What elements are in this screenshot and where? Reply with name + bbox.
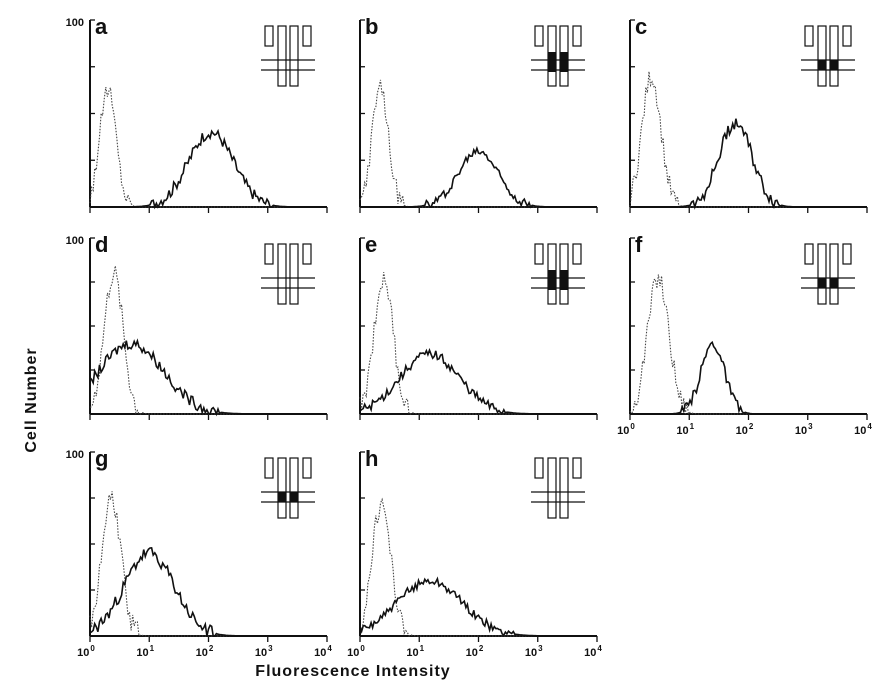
schematic-filled-domain <box>818 60 826 70</box>
x-tick-label: 102 <box>736 422 754 437</box>
schematic-segment <box>277 457 287 519</box>
x-tick-label: 103 <box>795 422 813 437</box>
schematic-filled-domain <box>548 52 556 72</box>
schematic-segment <box>289 25 299 87</box>
panel-e: e <box>359 232 598 420</box>
x-tick-label: 102 <box>466 644 484 659</box>
panel-b: b <box>359 14 598 213</box>
schematic-segment <box>572 243 582 265</box>
y-axis-title: Cell Number <box>23 347 40 452</box>
schematic-segment <box>829 243 839 305</box>
panel-letter-e: e <box>365 232 377 257</box>
receptor-schematic-icon <box>801 25 855 87</box>
x-tick-label: 103 <box>525 644 543 659</box>
panel-d: 100 d <box>66 232 328 420</box>
schematic-segment <box>804 243 814 265</box>
x-tick-label: 104 <box>584 644 602 659</box>
schematic-segment <box>829 25 839 87</box>
schematic-segment <box>817 25 827 87</box>
schematic-filled-domain <box>548 270 556 290</box>
receptor-schematic-icon <box>261 25 315 87</box>
schematic-segment <box>264 25 274 47</box>
panel-letter-c: c <box>635 14 647 39</box>
sample-histogram-line <box>359 576 597 637</box>
panel-g: 100 100 101 102 103 104 g <box>66 446 333 659</box>
sample-histogram-line <box>359 347 597 415</box>
schematic-segment <box>842 25 852 47</box>
x-tick-label: 101 <box>676 422 694 437</box>
schematic-segment <box>277 25 287 87</box>
sample-histogram-line <box>360 145 597 209</box>
panel-letter-h: h <box>365 446 378 471</box>
schematic-filled-domain <box>560 270 568 290</box>
panel-a: 100 a <box>66 14 328 213</box>
receptor-schematic-icon <box>801 243 855 305</box>
schematic-filled-domain <box>830 60 838 70</box>
control-histogram-line <box>629 71 867 208</box>
panel-h: 100 101 102 103 104 h <box>347 446 602 659</box>
schematic-segment <box>264 243 274 265</box>
control-histogram-line <box>89 85 327 208</box>
x-tick-label: 102 <box>196 644 214 659</box>
sample-histogram-line <box>90 128 327 210</box>
x-tick-label: 101 <box>406 644 424 659</box>
x-axis-title: Fluorescence Intensity <box>255 663 450 680</box>
schematic-segment <box>572 457 582 479</box>
schematic-segment <box>302 243 312 265</box>
schematic-filled-domain <box>830 278 838 288</box>
schematic-segment <box>534 25 544 47</box>
x-tick-label: 103 <box>255 644 273 659</box>
schematic-segment <box>547 457 557 519</box>
receptor-schematic-icon <box>261 243 315 305</box>
x-tick-label: 104 <box>314 644 332 659</box>
schematic-segment <box>842 243 852 265</box>
panel-letter-b: b <box>365 14 378 39</box>
schematic-segment <box>289 457 299 519</box>
control-histogram-line <box>89 491 327 638</box>
x-tick-label: 100 <box>617 422 635 437</box>
schematic-segment <box>264 457 274 479</box>
schematic-segment <box>534 457 544 479</box>
schematic-segment <box>559 457 569 519</box>
x-tick-label: 100 <box>77 644 95 659</box>
sample-histogram-line <box>89 547 327 637</box>
control-histogram-line <box>359 79 597 208</box>
receptor-schematic-icon <box>531 457 585 519</box>
panel-c: c <box>629 14 868 213</box>
x-tick-label: 101 <box>136 644 154 659</box>
y-tick-label: 100 <box>66 449 84 461</box>
receptor-schematic-icon <box>531 243 585 305</box>
schematic-segment <box>804 25 814 47</box>
schematic-filled-domain <box>560 52 568 72</box>
sample-histogram-line <box>630 118 867 210</box>
schematic-segment <box>277 243 287 305</box>
x-tick-label: 100 <box>347 644 365 659</box>
y-tick-label: 100 <box>66 235 84 247</box>
panel-f: 100 101 102 103 104 f <box>617 232 872 437</box>
panel-letter-d: d <box>95 232 108 257</box>
receptor-schematic-icon <box>261 457 315 519</box>
sample-histogram-line <box>89 338 327 417</box>
sample-histogram-line <box>630 340 867 415</box>
schematic-filled-domain <box>818 278 826 288</box>
schematic-segment <box>302 457 312 479</box>
schematic-segment <box>572 25 582 47</box>
x-tick-label: 104 <box>854 422 872 437</box>
panel-letter-g: g <box>95 446 108 471</box>
schematic-filled-domain <box>290 492 298 502</box>
schematic-segment <box>289 243 299 305</box>
receptor-schematic-icon <box>531 25 585 87</box>
schematic-segment <box>817 243 827 305</box>
schematic-filled-domain <box>278 492 286 502</box>
schematic-segment <box>302 25 312 47</box>
panel-letter-f: f <box>635 232 643 257</box>
panel-letter-a: a <box>95 14 108 39</box>
schematic-segment <box>534 243 544 265</box>
y-tick-label: 100 <box>66 17 84 29</box>
